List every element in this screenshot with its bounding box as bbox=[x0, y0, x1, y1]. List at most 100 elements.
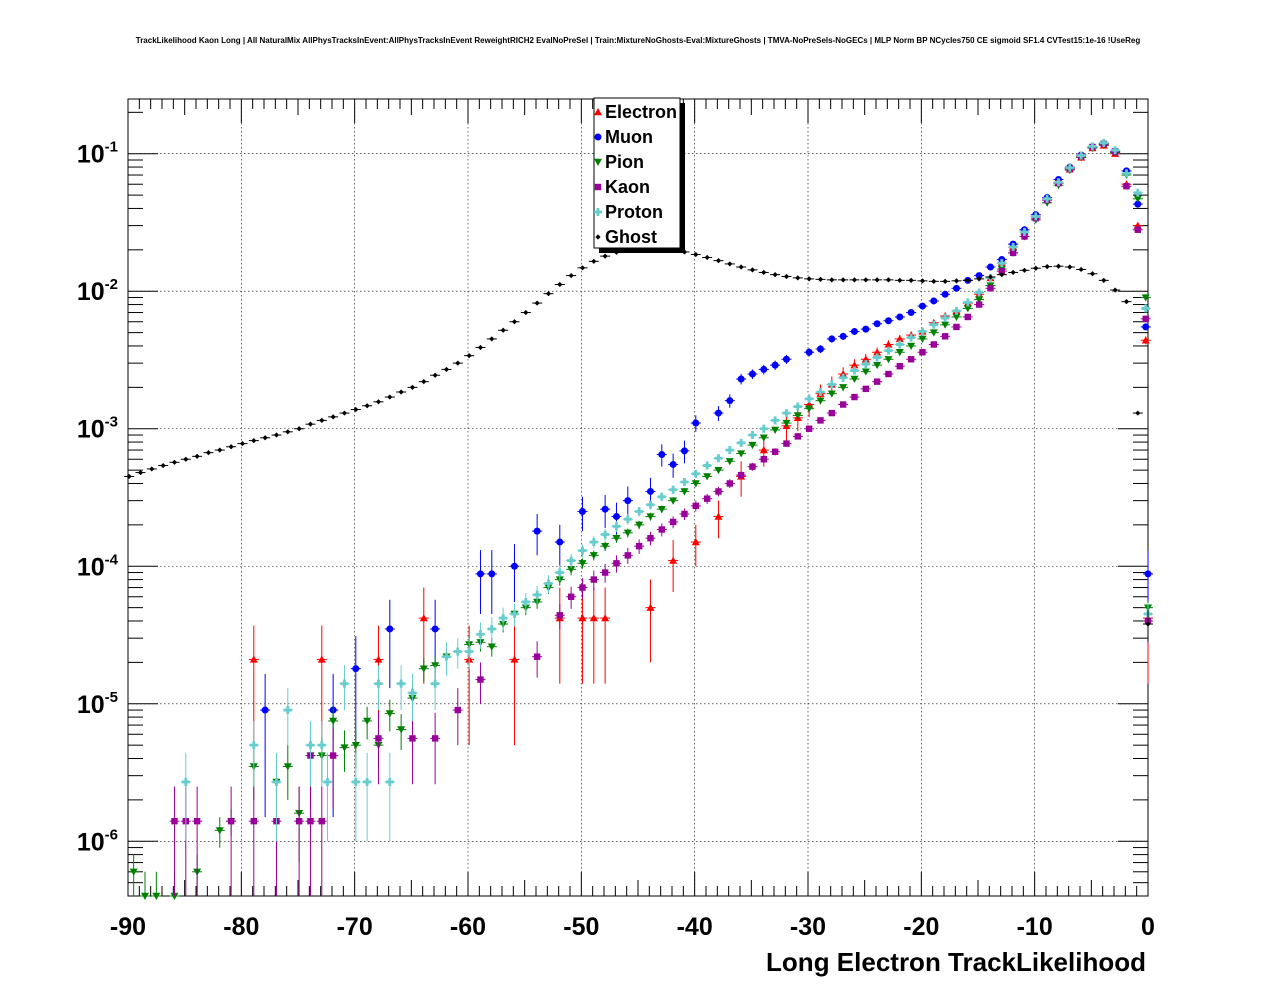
x-tick-label: -80 bbox=[223, 913, 259, 941]
kaon-point bbox=[941, 333, 949, 340]
muon-point bbox=[612, 513, 620, 521]
pion-point bbox=[601, 542, 610, 551]
electron-point bbox=[861, 355, 870, 363]
muon-point bbox=[386, 625, 394, 633]
x-tick-label: -20 bbox=[903, 913, 939, 941]
proton-point bbox=[521, 597, 530, 606]
kaon-point bbox=[715, 488, 722, 495]
ghost-point bbox=[398, 389, 404, 395]
kaon-point bbox=[613, 560, 620, 567]
ghost-point bbox=[1044, 264, 1050, 270]
ghost-point bbox=[715, 258, 722, 264]
electron-point bbox=[601, 614, 610, 622]
pion-point bbox=[850, 375, 859, 384]
proton-point bbox=[385, 777, 394, 786]
kaon-point bbox=[307, 817, 314, 825]
electron-point bbox=[419, 614, 428, 622]
proton-point bbox=[431, 679, 440, 688]
ghost-point bbox=[1067, 264, 1073, 270]
kaon-point bbox=[556, 612, 563, 619]
kaon-point bbox=[726, 480, 733, 487]
ghost-point bbox=[965, 277, 971, 283]
pion-point bbox=[419, 665, 428, 673]
proton-point bbox=[1111, 146, 1120, 155]
y-tick-exponent: -4 bbox=[105, 551, 119, 568]
electron-point bbox=[850, 361, 859, 369]
kaon-point bbox=[477, 676, 484, 683]
proton-point bbox=[1088, 142, 1097, 151]
proton-point bbox=[929, 320, 938, 329]
proton-point bbox=[1099, 138, 1108, 147]
proton-point bbox=[1122, 169, 1131, 178]
kaon-point bbox=[318, 817, 325, 825]
pion-point bbox=[759, 434, 768, 442]
x-tick-labels: -90 -80 -70 -60 -50 -40 -30 -20 -10 0 bbox=[110, 913, 1155, 941]
proton-point bbox=[601, 530, 610, 539]
kaon-point bbox=[760, 456, 767, 463]
proton-point bbox=[1141, 304, 1150, 313]
ghost-point bbox=[511, 319, 518, 325]
ghost-point bbox=[568, 272, 574, 279]
proton-point bbox=[839, 373, 848, 382]
pion-point bbox=[703, 473, 712, 481]
x-tick-label: -90 bbox=[110, 913, 146, 941]
ghost-point bbox=[217, 447, 223, 453]
pion-point bbox=[623, 529, 632, 537]
kaon-point bbox=[375, 735, 382, 742]
pion-point bbox=[487, 643, 496, 651]
ghost-point bbox=[126, 473, 132, 480]
pion-point bbox=[1141, 294, 1150, 302]
ghost-point bbox=[205, 450, 212, 456]
muon-point bbox=[669, 460, 677, 468]
proton-point bbox=[646, 500, 655, 509]
ghost-point bbox=[421, 379, 427, 385]
pion-point bbox=[129, 868, 138, 876]
x-axis-title: Long Electron TrackLikelihood bbox=[766, 947, 1146, 977]
grid-layer bbox=[128, 99, 1148, 896]
kaon-point bbox=[624, 552, 631, 559]
legend-label-kaon: Kaon bbox=[605, 177, 650, 197]
pion-point bbox=[725, 458, 734, 466]
legend-marker-ghost bbox=[595, 234, 601, 240]
kaon-point bbox=[873, 378, 881, 385]
y-tick-label: 10-5 bbox=[77, 689, 118, 719]
kaon-point bbox=[1123, 183, 1130, 190]
pion-point bbox=[907, 342, 916, 350]
proton-point bbox=[555, 568, 564, 577]
pion-point bbox=[782, 419, 791, 428]
ghost-point bbox=[432, 372, 438, 378]
ghost-point bbox=[523, 309, 529, 316]
ghost-point bbox=[761, 269, 767, 276]
proton-point bbox=[827, 380, 836, 389]
ghost-point bbox=[239, 440, 246, 447]
kaon-point bbox=[590, 576, 597, 583]
proton-point bbox=[1133, 188, 1142, 197]
kaon-point bbox=[329, 752, 337, 759]
pion-point bbox=[963, 305, 972, 313]
pion-point bbox=[816, 397, 825, 405]
proton-point bbox=[283, 706, 292, 715]
ghost-point bbox=[1010, 269, 1016, 276]
electron-point bbox=[691, 538, 700, 546]
pion-point bbox=[952, 313, 961, 321]
ghost-point bbox=[251, 437, 257, 444]
ghost-point bbox=[727, 261, 733, 267]
kaon-point bbox=[171, 817, 178, 825]
pion-point bbox=[141, 892, 149, 900]
muon-point bbox=[873, 320, 881, 328]
proton-point bbox=[895, 340, 904, 349]
proton-point bbox=[1054, 178, 1063, 187]
muon-point bbox=[828, 335, 836, 343]
legend-marker-proton bbox=[594, 208, 602, 216]
proton-point bbox=[918, 327, 927, 336]
proton-point bbox=[952, 306, 961, 315]
proton-point bbox=[623, 515, 632, 524]
ghost-point bbox=[466, 353, 472, 359]
muon-point bbox=[760, 365, 768, 373]
y-tick-exponent: -1 bbox=[105, 139, 118, 156]
ghost-point bbox=[602, 253, 608, 259]
legend-marker-pion bbox=[594, 158, 602, 166]
proton-point bbox=[249, 741, 258, 750]
proton-point bbox=[374, 679, 383, 688]
y-tick-label: 10-3 bbox=[77, 414, 118, 444]
